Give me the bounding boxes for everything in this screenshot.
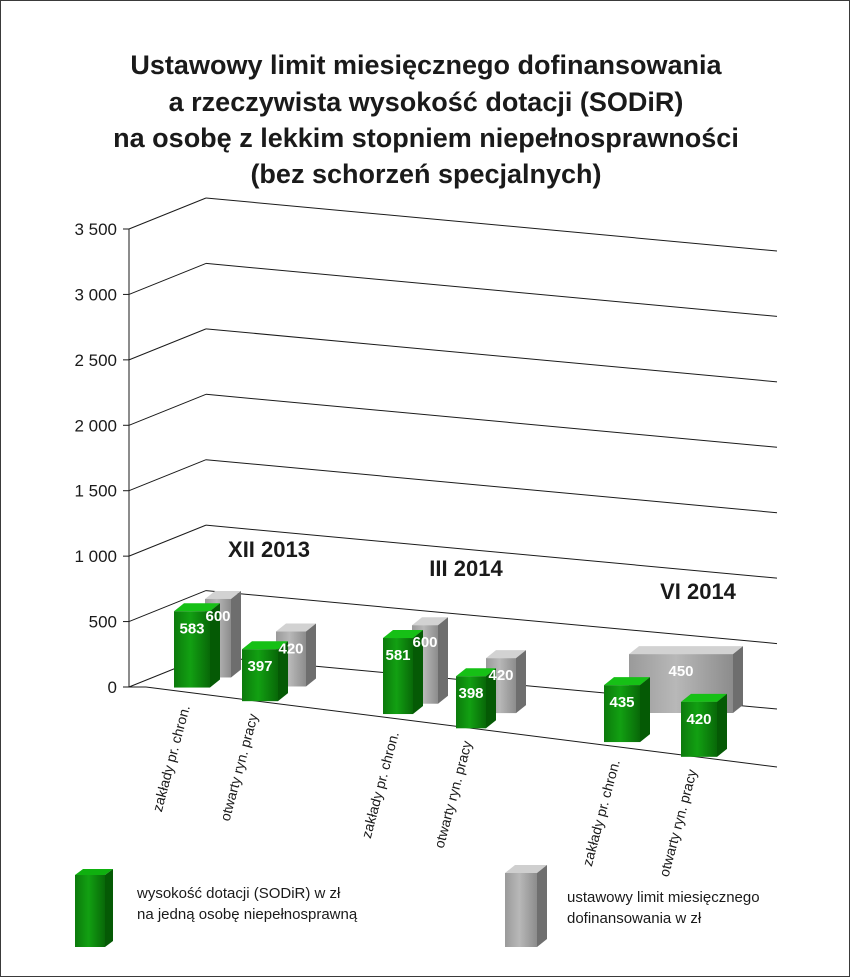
y-tick-label: 0 [108, 678, 117, 697]
legend-sodir-line-2: na jedną osobę niepełnosprawną [137, 906, 358, 923]
category-label: otwarty ryn. pracy [217, 712, 261, 823]
bar-sodir [242, 641, 288, 702]
y-tick-label: 3 500 [74, 220, 117, 239]
y-tick-label: 1 500 [74, 482, 117, 501]
category-label: zakłady pr. chron. [579, 758, 623, 868]
legend-limit-line-1: ustawowy limit miesięcznego [567, 889, 760, 906]
gridline [205, 590, 778, 645]
data-label: 600 [205, 608, 230, 625]
category-label: zakłady pr. chron. [358, 730, 402, 840]
bar-sodir [681, 693, 727, 757]
gridline [205, 393, 778, 448]
gridline-side [128, 459, 207, 492]
data-label: 435 [609, 694, 634, 711]
gridline [205, 197, 778, 252]
legend-swatch-limit [505, 865, 547, 947]
gridline-side [128, 524, 207, 557]
gridline-side [128, 393, 207, 426]
legend-limit-line-2: dofinansowania w zł [567, 910, 702, 927]
y-tick-label: 1 000 [74, 547, 117, 566]
data-label: 450 [668, 663, 693, 680]
group-label: III 2014 [429, 556, 503, 581]
bar-sodir [604, 677, 650, 743]
data-label: 398 [458, 685, 483, 702]
legend-label-limit: ustawowy limit miesięcznego dofinansowan… [567, 887, 760, 929]
bar-limit [486, 650, 526, 714]
data-label: 397 [247, 658, 272, 675]
legend-sodir-line-1: wysokość dotacji (SODiR) w zł [137, 885, 341, 902]
gridline [205, 262, 778, 317]
group-label: XII 2013 [228, 537, 310, 562]
y-axis: 0 500 1 000 1 500 2 000 2 500 3 000 3 500 [74, 220, 130, 697]
category-label: zakłady pr. chron. [149, 703, 193, 813]
title-line-3: na osobę z lekkim stopniem niepełnospraw… [113, 123, 739, 153]
bar-sodir [456, 668, 496, 729]
data-label: 583 [179, 620, 204, 637]
y-tick-label: 2 000 [74, 416, 117, 435]
bar-sodir [383, 630, 423, 715]
data-label: 420 [488, 667, 513, 684]
data-label: 581 [385, 647, 410, 664]
gridline-side [128, 590, 207, 623]
group-label: VI 2014 [660, 579, 737, 604]
legend-label-sodir: wysokość dotacji (SODiR) w zł na jedną o… [137, 883, 357, 925]
title-line-2: a rzeczywista wysokość dotacji (SODiR) [169, 87, 684, 117]
chart-title: Ustawowy limit miesięcznego dofinansowan… [113, 50, 739, 189]
gridline-side [128, 262, 207, 295]
category-label: otwarty ryn. pracy [656, 767, 700, 878]
data-label: 600 [412, 634, 437, 651]
title-line-4: (bez schorzeń specjalnych) [250, 159, 601, 189]
gridline [205, 459, 778, 514]
legend-swatch-sodir [75, 869, 113, 947]
bars [174, 590, 743, 757]
data-label: 420 [686, 711, 711, 728]
bar-sodir [174, 603, 220, 688]
gridline-side [128, 328, 207, 361]
gridline-side [128, 197, 207, 230]
y-tick-label: 3 000 [74, 285, 117, 304]
y-tick-label: 500 [89, 613, 117, 632]
gridline [205, 524, 778, 579]
data-label: 420 [278, 641, 303, 658]
title-line-1: Ustawowy limit miesięcznego dofinansowan… [130, 50, 722, 80]
y-tick-label: 2 500 [74, 351, 117, 370]
gridline [205, 328, 778, 383]
category-label: otwarty ryn. pracy [431, 739, 475, 850]
